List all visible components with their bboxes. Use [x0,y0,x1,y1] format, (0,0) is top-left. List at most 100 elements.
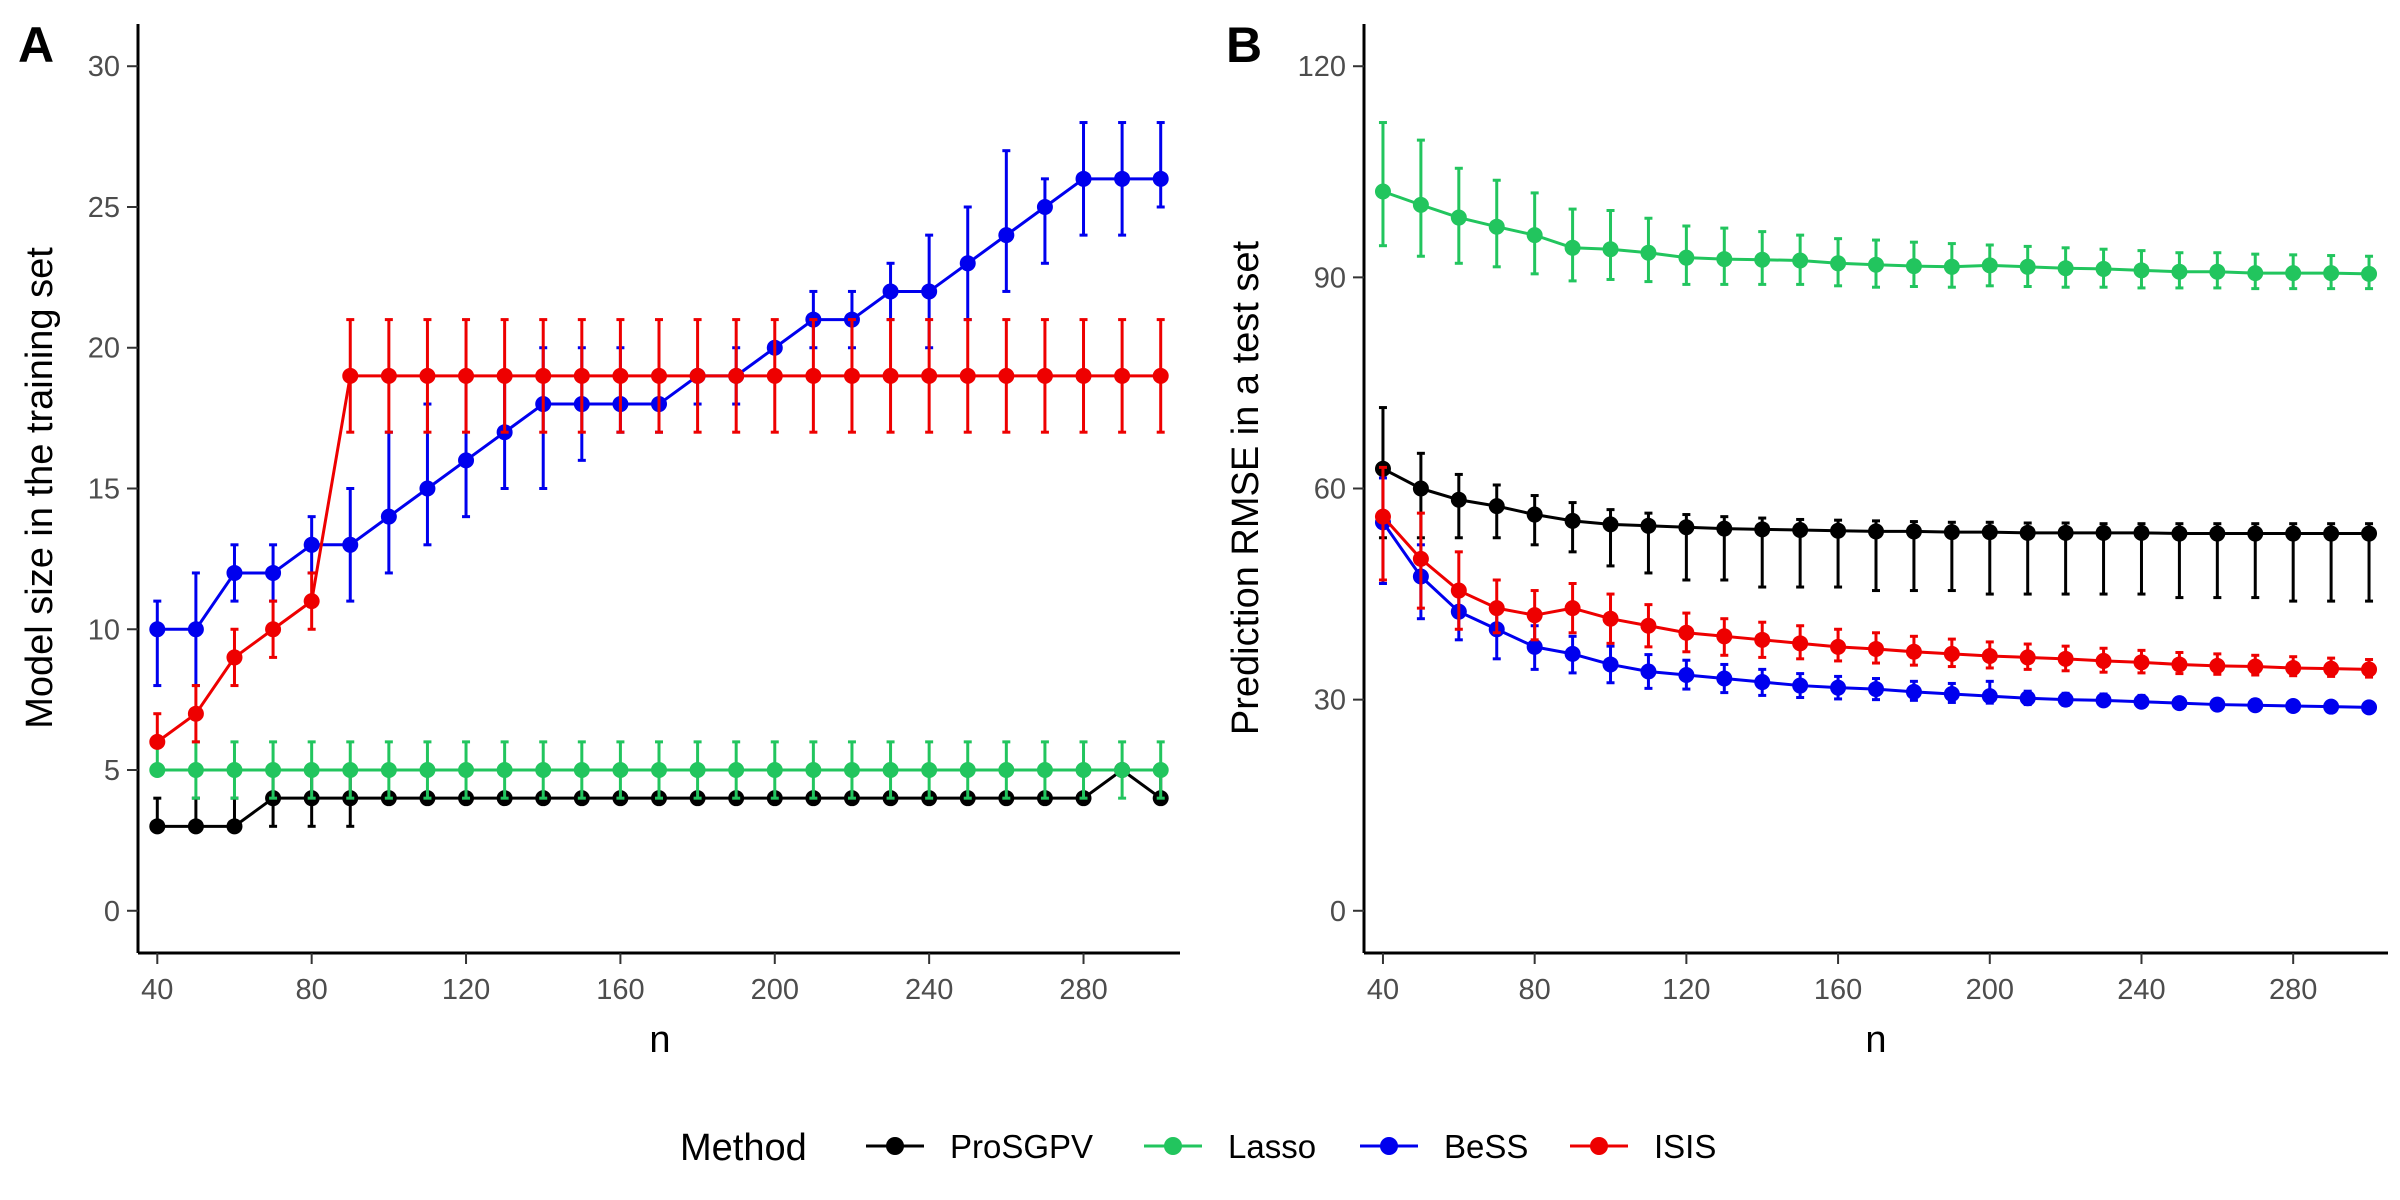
data-point [1678,249,1695,266]
data-point [1792,635,1809,652]
data-point [1716,520,1733,537]
legend-item-isis: ISIS [1570,1128,1716,1165]
data-point [303,536,320,553]
panel-b-x-ticks: 40 80 120 160 200 240 280 [1367,953,2317,1006]
data-point [2133,693,2150,710]
data-point [1868,681,1884,698]
data-point [303,593,320,610]
data-point [1488,218,1505,235]
data-point [1564,645,1581,662]
panel-b-tag: B [1226,17,1262,73]
data-point [959,367,976,384]
data-point [149,733,166,750]
data-point [1754,631,1771,648]
data-point [1526,638,1543,655]
data-point [805,762,822,779]
data-point [998,367,1015,384]
panel-a-x-tick-label: 240 [905,974,953,1006]
data-point [2057,650,2074,667]
data-point [1152,170,1169,187]
data-point [1754,674,1771,691]
panel-b-y-axis-title: Prediction RMSE in a test set [1225,240,1267,735]
data-point [1754,251,1771,268]
data-point [1981,524,1998,541]
panel-a-y-tick-label: 10 [88,614,120,646]
panel-b-x-tick-label: 80 [1519,974,1551,1006]
data-point [458,367,475,384]
data-point [1981,648,1998,665]
panel-a-y-tick-label: 25 [88,192,120,224]
legend-key-point [1380,1137,1398,1155]
data-point [1450,582,1467,599]
data-point [1152,762,1169,779]
panel-b-x-tick-label: 280 [2269,974,2317,1006]
data-point [728,762,745,779]
data-point [573,367,590,384]
data-point [573,762,590,779]
data-point [1678,519,1695,536]
panel-a-series-isis [149,318,1169,750]
data-point [1830,522,1847,539]
panel-b-series-lasso [1374,121,2378,291]
data-point [728,367,745,384]
panel-b-x-tick-label: 200 [1966,974,2014,1006]
data-point [1412,550,1429,567]
data-point [1943,686,1960,703]
data-point [1412,196,1429,213]
data-point [1036,198,1053,215]
legend-label-isis: ISIS [1654,1128,1716,1165]
data-point [1564,239,1581,256]
panel-b-x-tick-label: 240 [2117,974,2165,1006]
legend-title: Method [680,1127,807,1169]
data-point [959,762,976,779]
panel-a: A 0 5 10 15 20 25 30 40 80 120 160 200 240 280 n Mod… [18,17,1180,1061]
data-point [226,564,243,581]
panel-b-series-prosgpv [1374,406,2378,603]
data-point [1792,252,1809,269]
data-point [998,227,1015,244]
data-point [265,621,282,638]
data-point [2095,652,2112,669]
data-point [2285,525,2302,542]
panel-a-x-tick-label: 200 [751,974,799,1006]
data-point [342,536,359,553]
panel-b-x-tick-label: 120 [1662,974,1710,1006]
data-point [959,255,976,272]
panel-a-series-lasso [149,740,1169,800]
data-point [921,762,938,779]
panel-a-y-tick-label: 30 [88,51,120,83]
data-point [2133,262,2150,279]
data-point [1114,762,1131,779]
data-point [1640,617,1657,634]
panel-b-y-tick-label: 120 [1298,51,1346,83]
data-point [535,762,552,779]
data-point [149,818,166,835]
data-point [1488,600,1505,617]
data-point [1830,638,1847,655]
data-point [149,621,166,638]
data-point [535,367,552,384]
data-point [2209,696,2226,713]
data-point [689,367,706,384]
data-point [380,367,397,384]
data-point [998,762,1015,779]
data-point [2019,524,2036,541]
data-point [2171,263,2188,280]
legend: Method ProSGPV Lasso BeSS ISIS [680,1127,1716,1169]
panel-b-x-tick-label: 160 [1814,974,1862,1006]
data-point [1374,508,1391,525]
data-point [2361,661,2378,678]
data-point [1640,244,1657,261]
data-point [2209,263,2226,280]
legend-item-prosgpv: ProSGPV [866,1128,1093,1165]
error-bar [153,599,162,688]
panel-a-tag: A [18,17,54,73]
data-point [882,367,899,384]
panel-a-y-tick-label: 15 [88,474,120,506]
data-point [419,762,436,779]
data-point [2247,697,2264,714]
data-point [1981,257,1998,274]
data-point [2019,649,2036,666]
